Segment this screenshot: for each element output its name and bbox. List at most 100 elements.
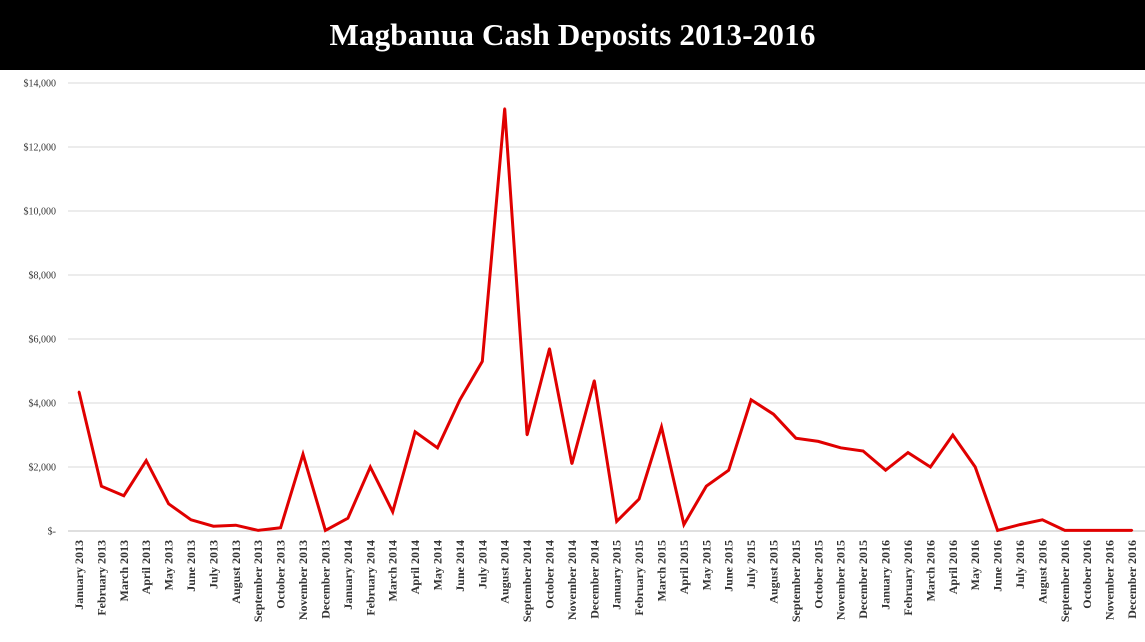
data-point bbox=[257, 529, 260, 532]
x-tick-label: October 2013 bbox=[274, 540, 288, 609]
data-point bbox=[301, 453, 305, 456]
data-point bbox=[1130, 529, 1134, 532]
x-tick-label: November 2016 bbox=[1103, 540, 1117, 620]
series-group bbox=[77, 107, 1134, 533]
data-point bbox=[884, 469, 887, 472]
x-tick-label: September 2016 bbox=[1058, 540, 1072, 622]
x-tick-label: July 2015 bbox=[744, 540, 758, 589]
x-tick-label: May 2016 bbox=[968, 540, 982, 590]
x-tick-label: October 2016 bbox=[1080, 540, 1094, 609]
x-tick-label: June 2013 bbox=[184, 540, 198, 592]
x-tick-label: February 2014 bbox=[363, 540, 377, 616]
y-tick-label: $12,000 bbox=[24, 143, 57, 154]
data-point bbox=[369, 465, 372, 469]
x-tick-label: March 2016 bbox=[923, 540, 937, 601]
data-point bbox=[324, 529, 327, 532]
x-tick-label: November 2013 bbox=[296, 540, 310, 620]
x-tick-label: June 2015 bbox=[722, 540, 736, 592]
title-bar: Magbanua Cash Deposits 2013-2016 bbox=[0, 0, 1145, 70]
data-point bbox=[189, 518, 193, 521]
x-tick-label: June 2016 bbox=[991, 540, 1005, 592]
data-point bbox=[727, 469, 730, 472]
data-point bbox=[1085, 529, 1089, 532]
data-point bbox=[1041, 518, 1044, 521]
data-point bbox=[973, 465, 977, 469]
data-point bbox=[548, 347, 551, 350]
data-point bbox=[100, 485, 103, 488]
x-tick-label: April 2016 bbox=[946, 540, 960, 594]
x-tick-label: December 2016 bbox=[1125, 540, 1139, 619]
data-point bbox=[615, 520, 618, 523]
x-tick-label: May 2013 bbox=[162, 540, 176, 590]
y-tick-label: $- bbox=[48, 527, 56, 538]
data-point bbox=[929, 465, 932, 469]
data-point bbox=[503, 107, 506, 110]
data-point bbox=[279, 526, 282, 529]
data-point bbox=[817, 440, 820, 443]
data-point bbox=[77, 390, 81, 393]
x-tick-label: May 2015 bbox=[699, 540, 713, 590]
x-tick-label: March 2014 bbox=[386, 540, 400, 601]
data-point bbox=[346, 517, 350, 520]
data-point bbox=[167, 502, 170, 505]
x-tick-label: April 2015 bbox=[677, 540, 691, 594]
x-tick-label: April 2014 bbox=[408, 540, 422, 594]
x-tick-label: November 2014 bbox=[565, 540, 579, 620]
y-tick-label: $10,000 bbox=[24, 207, 57, 218]
data-point bbox=[951, 433, 954, 437]
x-tick-label: January 2016 bbox=[879, 540, 893, 610]
data-point bbox=[458, 398, 462, 401]
gridlines bbox=[68, 82, 1145, 532]
x-tick-label: November 2015 bbox=[834, 540, 848, 620]
data-point bbox=[839, 446, 842, 449]
y-tick-label: $14,000 bbox=[24, 79, 57, 90]
x-tick-label: March 2013 bbox=[117, 540, 131, 601]
x-tick-label: August 2013 bbox=[229, 540, 243, 604]
x-tick-label: October 2014 bbox=[542, 540, 556, 609]
x-tick-label: October 2015 bbox=[811, 540, 825, 609]
data-point bbox=[660, 425, 663, 429]
y-axis-ticks: $- $2,000 $4,000 $6,000 $8,000 $10,000 $12,000… bbox=[24, 79, 57, 538]
x-tick-label: December 2014 bbox=[587, 540, 601, 619]
y-tick-label: $2,000 bbox=[29, 463, 57, 474]
y-tick-label: $4,000 bbox=[29, 399, 57, 410]
data-point bbox=[906, 451, 910, 454]
data-point bbox=[145, 459, 148, 462]
data-point bbox=[1063, 529, 1066, 532]
y-tick-label: $8,000 bbox=[29, 271, 57, 282]
x-tick-label: May 2014 bbox=[430, 540, 444, 590]
line-chart: $- $2,000 $4,000 $6,000 $8,000 $10,000 $12,000… bbox=[24, 79, 1145, 622]
data-point bbox=[794, 437, 798, 440]
x-tick-label: July 2013 bbox=[206, 540, 220, 589]
x-tick-label: September 2015 bbox=[789, 540, 803, 622]
data-point bbox=[749, 398, 753, 401]
data-point bbox=[122, 494, 126, 497]
data-point bbox=[1108, 529, 1111, 532]
x-tick-label: February 2015 bbox=[632, 540, 646, 616]
x-tick-label: April 2013 bbox=[139, 540, 153, 594]
x-tick-label: December 2013 bbox=[318, 540, 332, 619]
x-tick-label: January 2015 bbox=[610, 540, 624, 610]
x-tick-label: August 2016 bbox=[1035, 540, 1049, 604]
data-point bbox=[705, 485, 708, 488]
x-tick-label: September 2014 bbox=[520, 540, 534, 622]
data-point bbox=[234, 524, 238, 527]
data-point bbox=[481, 360, 484, 363]
x-axis-ticks: January 2013 February 2013 March 2013 April… bbox=[72, 540, 1139, 622]
data-point bbox=[637, 497, 641, 501]
data-point bbox=[593, 379, 596, 382]
x-tick-label: March 2015 bbox=[655, 540, 669, 601]
data-point bbox=[682, 523, 686, 526]
x-tick-label: August 2014 bbox=[498, 540, 512, 604]
x-tick-label: February 2013 bbox=[94, 540, 108, 616]
x-tick-label: July 2016 bbox=[1013, 540, 1027, 589]
x-tick-label: July 2014 bbox=[475, 540, 489, 589]
data-point bbox=[861, 449, 865, 453]
data-point bbox=[525, 433, 529, 437]
x-tick-label: August 2015 bbox=[767, 540, 781, 604]
data-point bbox=[996, 529, 999, 532]
series-line bbox=[77, 108, 1132, 533]
data-point bbox=[391, 510, 394, 513]
data-point bbox=[413, 430, 417, 433]
data-point bbox=[436, 446, 439, 449]
